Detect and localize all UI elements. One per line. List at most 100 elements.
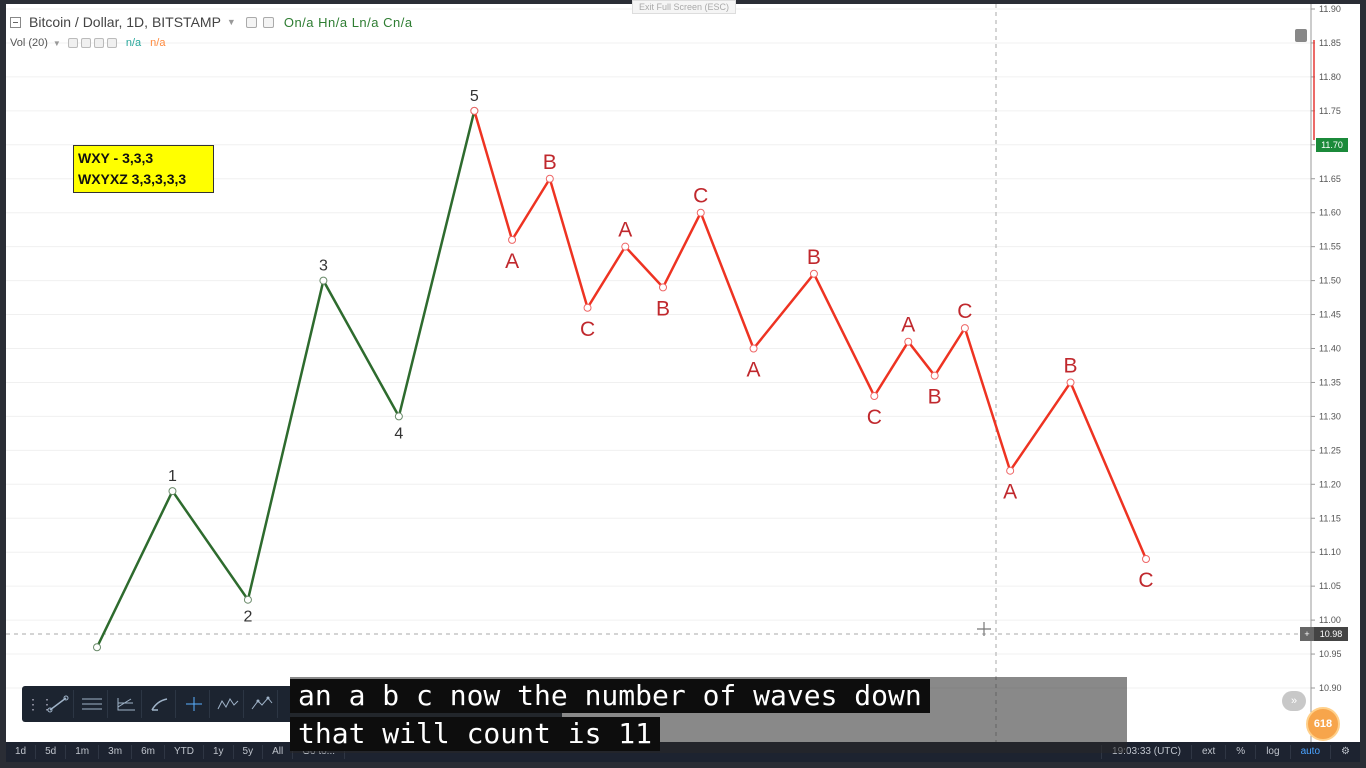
wave-label-a: A [747,359,761,382]
wave-point [320,277,327,284]
wave-point [395,413,402,420]
range-ytd[interactable]: YTD [165,745,204,759]
wave-point [871,393,878,400]
price-tick-label: 11.85 [1319,38,1341,48]
range-5d[interactable]: 5d [36,745,66,759]
range-5y[interactable]: 5y [234,745,264,759]
horizontal-lines-tool-icon[interactable] [76,690,108,718]
wave-note-box[interactable]: WXY - 3,3,3 WXYXZ 3,3,3,3,3 [73,145,214,193]
wave-point [471,107,478,114]
fib-badge: 618 [1306,707,1340,741]
chevron-down-icon[interactable]: ▼ [227,17,236,27]
indicator-legend: Vol (20) ▼ n/a n/a [10,37,165,49]
pattern-tool-icon[interactable] [212,690,244,718]
price-tick-label: 11.30 [1319,411,1341,421]
crosshair-price-value: 10.98 [1314,627,1348,641]
exit-fullscreen-button[interactable]: Exit Full Screen (ESC) [632,0,736,14]
price-tick-label: 10.90 [1319,683,1342,693]
indicator-value-2: n/a [150,37,165,49]
note-line-1: WXY - 3,3,3 [78,148,209,169]
wave-point [961,325,968,332]
close-icon[interactable] [107,38,117,48]
price-tick-label: 11.90 [1319,4,1341,14]
range-1d[interactable]: 1d [6,745,36,759]
indicator-title[interactable]: Vol (20) [10,37,48,49]
wave-point [1143,555,1150,562]
plus-icon[interactable]: + [1300,627,1314,641]
visibility-icon[interactable] [246,17,257,28]
crosshair-tool-icon[interactable] [178,690,210,718]
price-tick-label: 11.10 [1319,547,1341,557]
crosshair-cursor-icon [977,622,991,636]
gear-icon[interactable]: ⚙ [1330,745,1360,759]
range-1m[interactable]: 1m [66,745,99,759]
wave-label-b: B [656,297,670,320]
chevron-down-icon[interactable]: ▼ [53,39,61,48]
trend-line-tool-icon[interactable] [42,690,74,718]
range-3m[interactable]: 3m [99,745,132,759]
wave-label-a: A [618,219,632,242]
collapse-icon[interactable] [10,17,21,28]
price-tick-label: 11.05 [1319,581,1341,591]
wave-point [94,644,101,651]
log-toggle[interactable]: log [1255,745,1289,759]
drag-handle-icon[interactable]: ⋮⋮ [26,696,40,713]
wave-point [810,270,817,277]
price-tick-label: 11.35 [1319,377,1341,387]
wave-label-b: B [807,246,821,269]
wave-label-a: A [1003,481,1017,504]
range-1y[interactable]: 1y [204,745,234,759]
range-6m[interactable]: 6m [132,745,165,759]
wave-point [244,596,251,603]
note-line-2: WXYXZ 3,3,3,3,3 [78,169,209,190]
wave-label-c: C [867,406,882,429]
subtitle-line-1: an a b c now the number of waves down [290,679,930,713]
wave-label-3: 3 [319,258,328,275]
wave-label-c: C [580,318,595,341]
scroll-to-realtime-button[interactable]: » [1282,691,1306,711]
wave-point [750,345,757,352]
settings-icon[interactable] [81,38,91,48]
pitchfork-tool-icon[interactable] [110,690,142,718]
price-tick-label: 11.20 [1319,479,1341,489]
price-tick-label: 11.15 [1319,513,1341,523]
wave-label-c: C [1138,569,1153,592]
wave-label-b: B [1064,354,1078,377]
settings-icon[interactable] [263,17,274,28]
price-tick-label: 11.60 [1319,208,1341,218]
range-all[interactable]: All [263,745,293,759]
indicator-value-1: n/a [126,37,141,49]
wave-point [697,209,704,216]
price-tick-label: 11.65 [1319,174,1341,184]
subtitle-line-2: that will count is 11 [290,717,660,751]
brush-tool-icon[interactable] [144,690,176,718]
video-subtitles: an a b c now the number of waves down th… [290,677,1127,753]
wave-point [584,304,591,311]
price-tick-label: 11.40 [1319,344,1341,354]
percent-toggle[interactable]: % [1225,745,1255,759]
wave-point [1067,379,1074,386]
wave-point [546,175,553,182]
wave-point [1007,467,1014,474]
correction-wave-line [474,111,1146,559]
symbol-title[interactable]: Bitcoin / Dollar, 1D, BITSTAMP [29,14,221,30]
wave-label-4: 4 [394,425,403,442]
wave-label-b: B [543,151,557,174]
visibility-icon[interactable] [68,38,78,48]
add-icon[interactable] [94,38,104,48]
wave-point [931,372,938,379]
price-tick-label: 11.75 [1319,106,1341,116]
price-tick-label: 11.25 [1319,445,1341,455]
elliott-wave-tool-icon[interactable] [246,690,278,718]
crosshair-price-tag: + 10.98 [1300,627,1348,641]
wave-point [660,284,667,291]
object-tree-icon[interactable] [1295,29,1307,42]
price-tick-label: 11.45 [1319,310,1341,320]
wave-label-2: 2 [243,609,252,626]
auto-toggle[interactable]: auto [1290,745,1330,759]
ext-toggle[interactable]: ext [1191,745,1225,759]
wave-label-c: C [693,185,708,208]
price-tick-label: 11.50 [1319,276,1341,286]
